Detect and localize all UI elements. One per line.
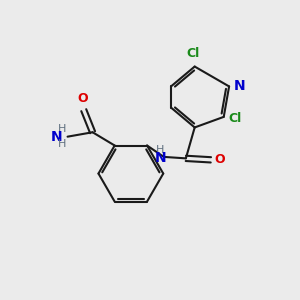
- Text: H: H: [58, 124, 66, 134]
- Text: N: N: [154, 152, 166, 165]
- Text: H: H: [156, 146, 164, 155]
- Text: N: N: [234, 80, 246, 93]
- Text: O: O: [215, 153, 225, 166]
- Text: Cl: Cl: [187, 47, 200, 60]
- Text: N: N: [51, 130, 62, 144]
- Text: O: O: [77, 92, 88, 105]
- Text: H: H: [58, 139, 66, 149]
- Text: Cl: Cl: [229, 112, 242, 125]
